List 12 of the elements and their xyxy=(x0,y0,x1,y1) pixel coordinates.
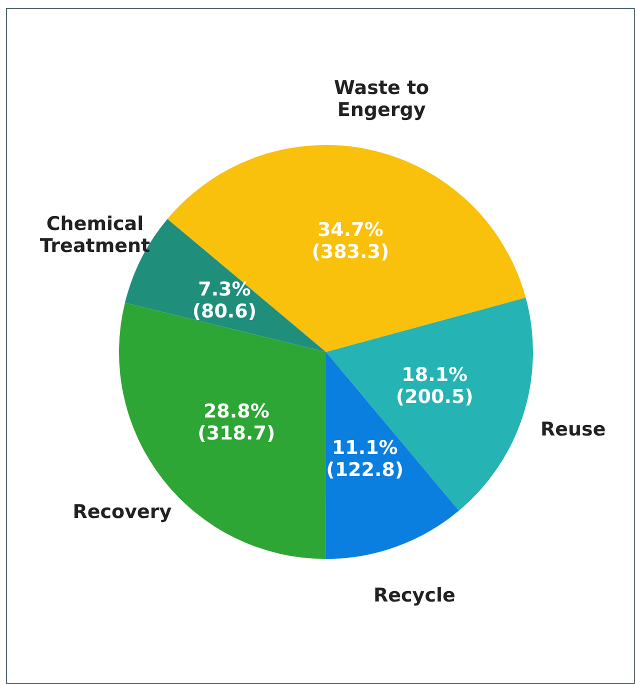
data-label: 11.1% (122.8) xyxy=(326,437,404,482)
data-label: 28.8% (318.7) xyxy=(198,400,276,444)
data-label: 34.7% (383.3) xyxy=(312,218,390,263)
slice-label: Reuse xyxy=(540,418,606,440)
slice-label: Recycle xyxy=(374,584,456,606)
data-label: 18.1% (200.5) xyxy=(396,364,474,408)
pie-slice xyxy=(326,298,533,511)
data-label: 7.3% (80.6) xyxy=(192,278,257,323)
slice-label: Recovery xyxy=(72,500,172,523)
pie-slice xyxy=(167,145,526,352)
slice-label: Waste to Engergy xyxy=(334,77,430,122)
slice-label: Chemical Treatment xyxy=(40,212,150,257)
